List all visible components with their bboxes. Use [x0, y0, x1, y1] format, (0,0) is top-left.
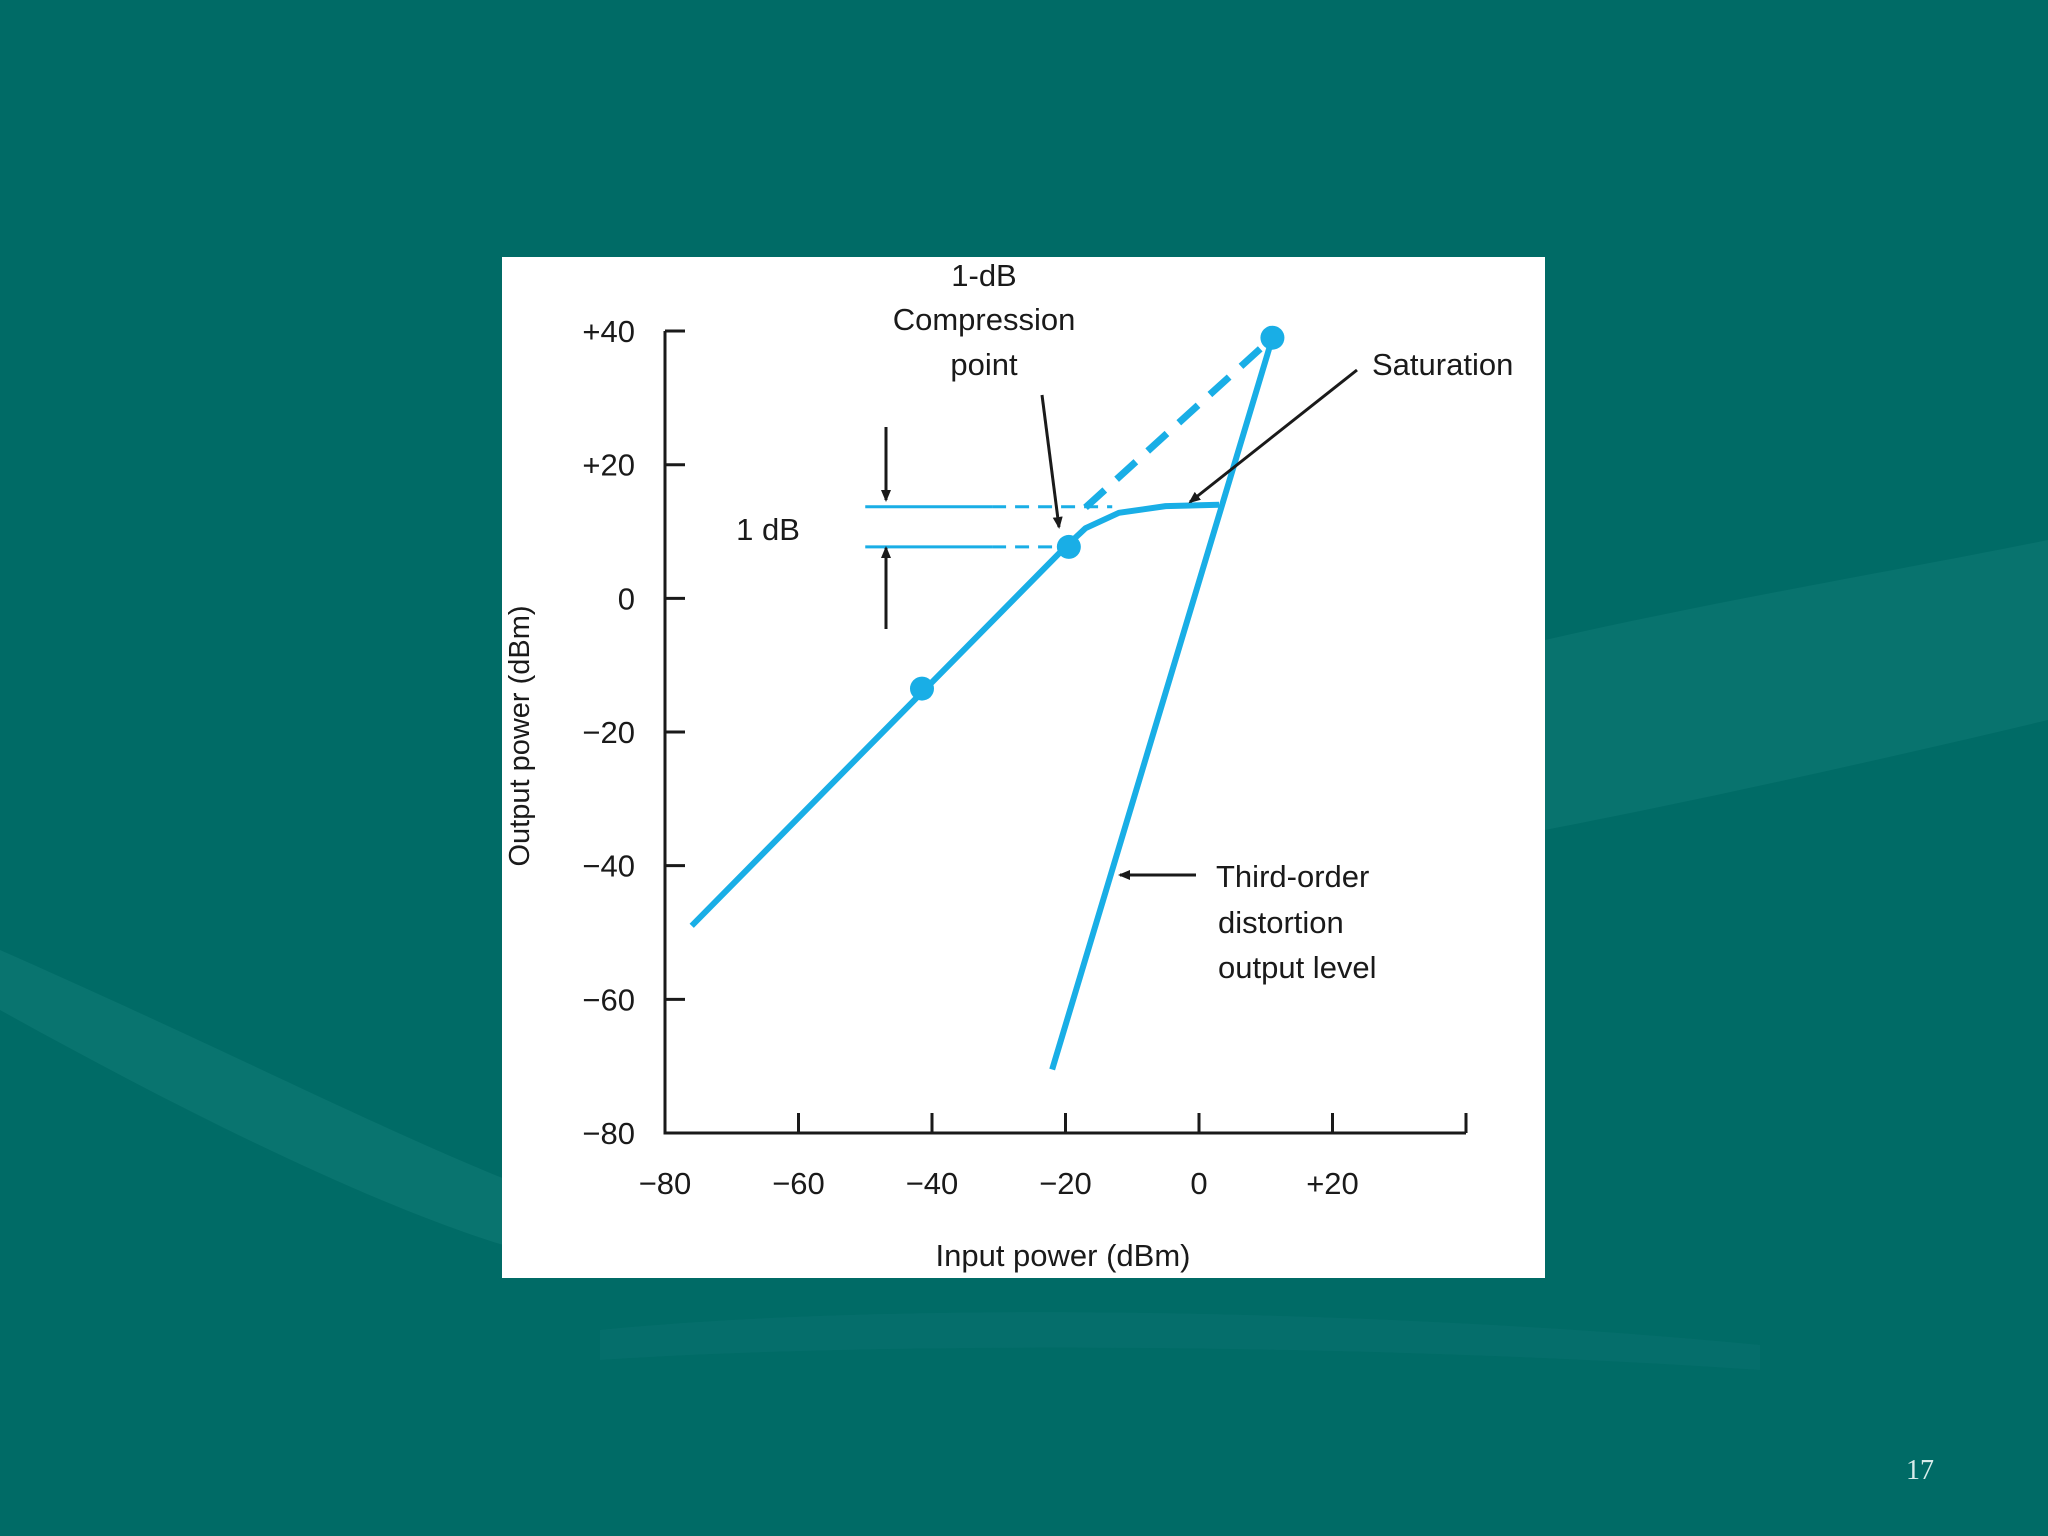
- y-tick-label: −20: [582, 715, 635, 750]
- x-tick-label: +20: [1306, 1166, 1359, 1201]
- data-point-marker: [1260, 326, 1284, 350]
- axes: +40 +20 0 −20 −40 −60 −80−80 −60 −40 −20 0 +20: [582, 314, 1466, 1201]
- axis-frame: [665, 331, 1466, 1133]
- series: [692, 338, 1273, 1070]
- y-tick-label: +20: [582, 448, 635, 483]
- third-order-label-line2: distortion: [1218, 905, 1344, 940]
- saturation-label: Saturation: [1372, 347, 1513, 382]
- third-order-label-line3: output level: [1218, 950, 1377, 985]
- one-db-annotation: 1 dB: [736, 427, 886, 629]
- third-order-annotation: Third-order distortion output level: [1120, 859, 1377, 985]
- x-tick-label: −60: [772, 1166, 825, 1201]
- y-tick-label: +40: [582, 314, 635, 349]
- chart-figure: +40 +20 0 −20 −40 −60 −80 −80 −60 −40 −20 0 +20 Outp…: [502, 257, 1545, 1278]
- compression-label-line1: 1-dB: [951, 258, 1016, 293]
- x-tick-label: −20: [1039, 1166, 1092, 1201]
- y-tick-label: −40: [582, 849, 635, 884]
- x-tick-label: 0: [1190, 1166, 1207, 1201]
- y-tick-label: 0: [618, 581, 635, 616]
- compression-label-line3: point: [950, 347, 1018, 382]
- data-point-marker: [1057, 535, 1081, 559]
- one-db-label: 1 dB: [736, 512, 800, 547]
- data-point-marker: [910, 677, 934, 701]
- series-line-fundamental: [692, 505, 1219, 926]
- compression-label-line2: Compression: [893, 302, 1076, 337]
- y-axis-label: Output power (dBm): [504, 605, 536, 866]
- third-order-label-line1: Third-order: [1216, 859, 1369, 894]
- y-tick-label: −80: [582, 1116, 635, 1151]
- compression-annotation: 1-dB Compression point: [893, 258, 1076, 527]
- x-axis-label: Input power (dBm): [936, 1238, 1191, 1273]
- saturation-annotation: Saturation: [1190, 347, 1513, 502]
- x-tick-label: −40: [906, 1166, 959, 1201]
- page-number: 17: [1880, 1455, 1960, 1487]
- x-tick-label: −80: [639, 1166, 692, 1201]
- chart-svg: +40 +20 0 −20 −40 −60 −80−80 −60 −40 −20 0 +20 Outp…: [502, 257, 1545, 1278]
- y-tick-label: −60: [582, 982, 635, 1017]
